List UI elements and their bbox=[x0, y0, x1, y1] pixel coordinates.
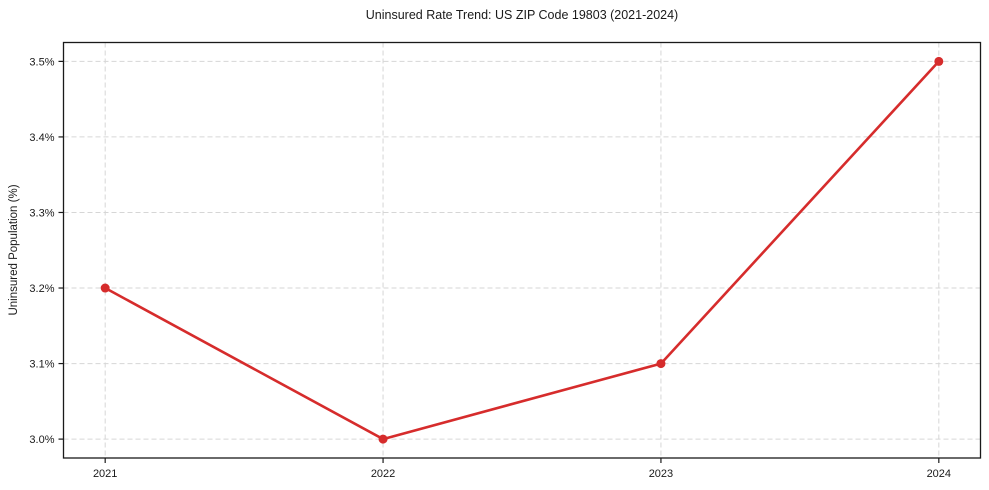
y-tick-label: 3.2% bbox=[29, 283, 54, 295]
y-tick-label: 3.5% bbox=[29, 56, 54, 68]
y-tick-label: 3.3% bbox=[29, 207, 54, 219]
data-point bbox=[934, 56, 944, 66]
data-point bbox=[656, 359, 666, 369]
data-point bbox=[378, 434, 388, 444]
trend-line bbox=[103, 60, 941, 441]
plot-border bbox=[62, 41, 982, 459]
x-tick-label: 2022 bbox=[371, 468, 395, 480]
y-tick-label: 3.0% bbox=[29, 434, 54, 446]
x-tick-label: 2024 bbox=[927, 468, 951, 480]
y-tick-label: 3.4% bbox=[29, 132, 54, 144]
x-tick-label: 2021 bbox=[93, 468, 117, 480]
x-tick-label: 2023 bbox=[649, 468, 673, 480]
chart-title: Uninsured Rate Trend: US ZIP Code 19803 … bbox=[365, 8, 679, 22]
y-tick-label: 3.1% bbox=[29, 359, 54, 371]
data-point bbox=[100, 283, 110, 293]
